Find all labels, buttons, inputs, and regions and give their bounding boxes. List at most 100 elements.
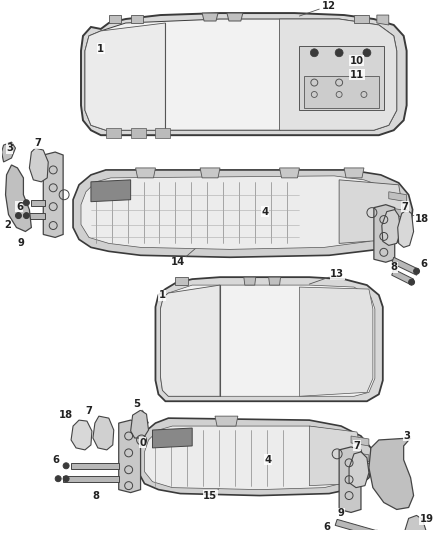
Polygon shape [119,420,141,492]
Polygon shape [382,209,401,245]
Polygon shape [91,180,131,201]
Circle shape [23,200,29,206]
Polygon shape [131,410,148,438]
Text: 6: 6 [53,455,60,465]
Text: 7: 7 [85,406,92,416]
Text: 9: 9 [18,238,25,248]
Polygon shape [279,168,300,178]
Circle shape [63,476,69,482]
Text: 0: 0 [139,438,146,448]
Polygon shape [351,436,369,446]
Polygon shape [227,13,243,21]
Polygon shape [392,269,413,285]
Polygon shape [300,46,384,110]
Polygon shape [200,168,220,178]
Text: 18: 18 [414,214,429,223]
Polygon shape [6,165,32,231]
Polygon shape [145,426,363,490]
Polygon shape [215,416,238,426]
Text: 4: 4 [261,207,268,216]
Polygon shape [160,285,375,396]
Polygon shape [71,463,119,469]
Polygon shape [389,224,406,235]
Polygon shape [81,176,399,249]
Text: 19: 19 [420,514,434,524]
Circle shape [363,49,371,56]
Polygon shape [63,476,119,482]
Circle shape [23,213,29,219]
Polygon shape [389,208,406,217]
Circle shape [55,476,61,482]
Polygon shape [268,277,281,285]
Text: 2: 2 [4,220,11,230]
Polygon shape [2,142,15,162]
Polygon shape [335,519,379,533]
Text: 7: 7 [353,441,360,451]
Polygon shape [309,426,362,486]
Circle shape [63,463,69,469]
Polygon shape [81,13,406,135]
Polygon shape [73,170,413,257]
Text: 8: 8 [92,490,99,500]
Polygon shape [304,76,379,108]
Text: 6: 6 [324,522,331,532]
Polygon shape [138,418,373,496]
Circle shape [15,213,21,219]
Text: 15: 15 [203,490,217,500]
Polygon shape [23,213,45,219]
Text: 7: 7 [401,201,408,212]
Polygon shape [136,168,155,178]
Polygon shape [85,23,166,130]
Polygon shape [405,515,427,533]
Polygon shape [244,277,256,285]
Circle shape [413,268,420,274]
Polygon shape [392,257,419,275]
Polygon shape [85,19,397,130]
Polygon shape [109,15,121,23]
Polygon shape [344,168,364,178]
Text: 4: 4 [264,455,271,465]
Text: 7: 7 [34,138,41,148]
Text: 18: 18 [59,410,73,420]
Polygon shape [339,447,361,512]
Text: 14: 14 [171,257,185,267]
Polygon shape [377,15,389,25]
Text: 13: 13 [330,269,344,279]
Polygon shape [202,13,218,21]
Polygon shape [43,152,63,237]
Polygon shape [369,438,413,510]
Text: 5: 5 [133,399,140,409]
Polygon shape [93,416,114,450]
Text: 1: 1 [159,290,166,300]
Polygon shape [131,15,142,23]
Circle shape [374,530,380,533]
Text: 3: 3 [6,143,13,153]
Polygon shape [349,452,369,488]
Polygon shape [389,192,406,201]
Polygon shape [175,277,188,285]
Polygon shape [351,468,369,478]
Polygon shape [160,285,220,396]
Circle shape [311,49,318,56]
Polygon shape [71,420,92,450]
Text: 6: 6 [420,259,427,269]
Circle shape [335,49,343,56]
Text: 6: 6 [16,201,23,212]
Polygon shape [155,128,170,138]
Circle shape [409,279,415,285]
Text: 8: 8 [390,262,397,272]
Polygon shape [354,15,369,23]
Polygon shape [131,128,145,138]
Text: 3: 3 [403,431,410,441]
Polygon shape [152,428,192,448]
Text: 1: 1 [97,44,104,54]
Polygon shape [374,205,395,262]
Polygon shape [32,200,45,206]
Text: 11: 11 [350,70,364,79]
Polygon shape [155,277,383,401]
Text: 9: 9 [338,508,345,519]
Text: 12: 12 [322,1,336,11]
Polygon shape [333,531,371,533]
Polygon shape [339,180,404,244]
Text: 10: 10 [350,56,364,66]
